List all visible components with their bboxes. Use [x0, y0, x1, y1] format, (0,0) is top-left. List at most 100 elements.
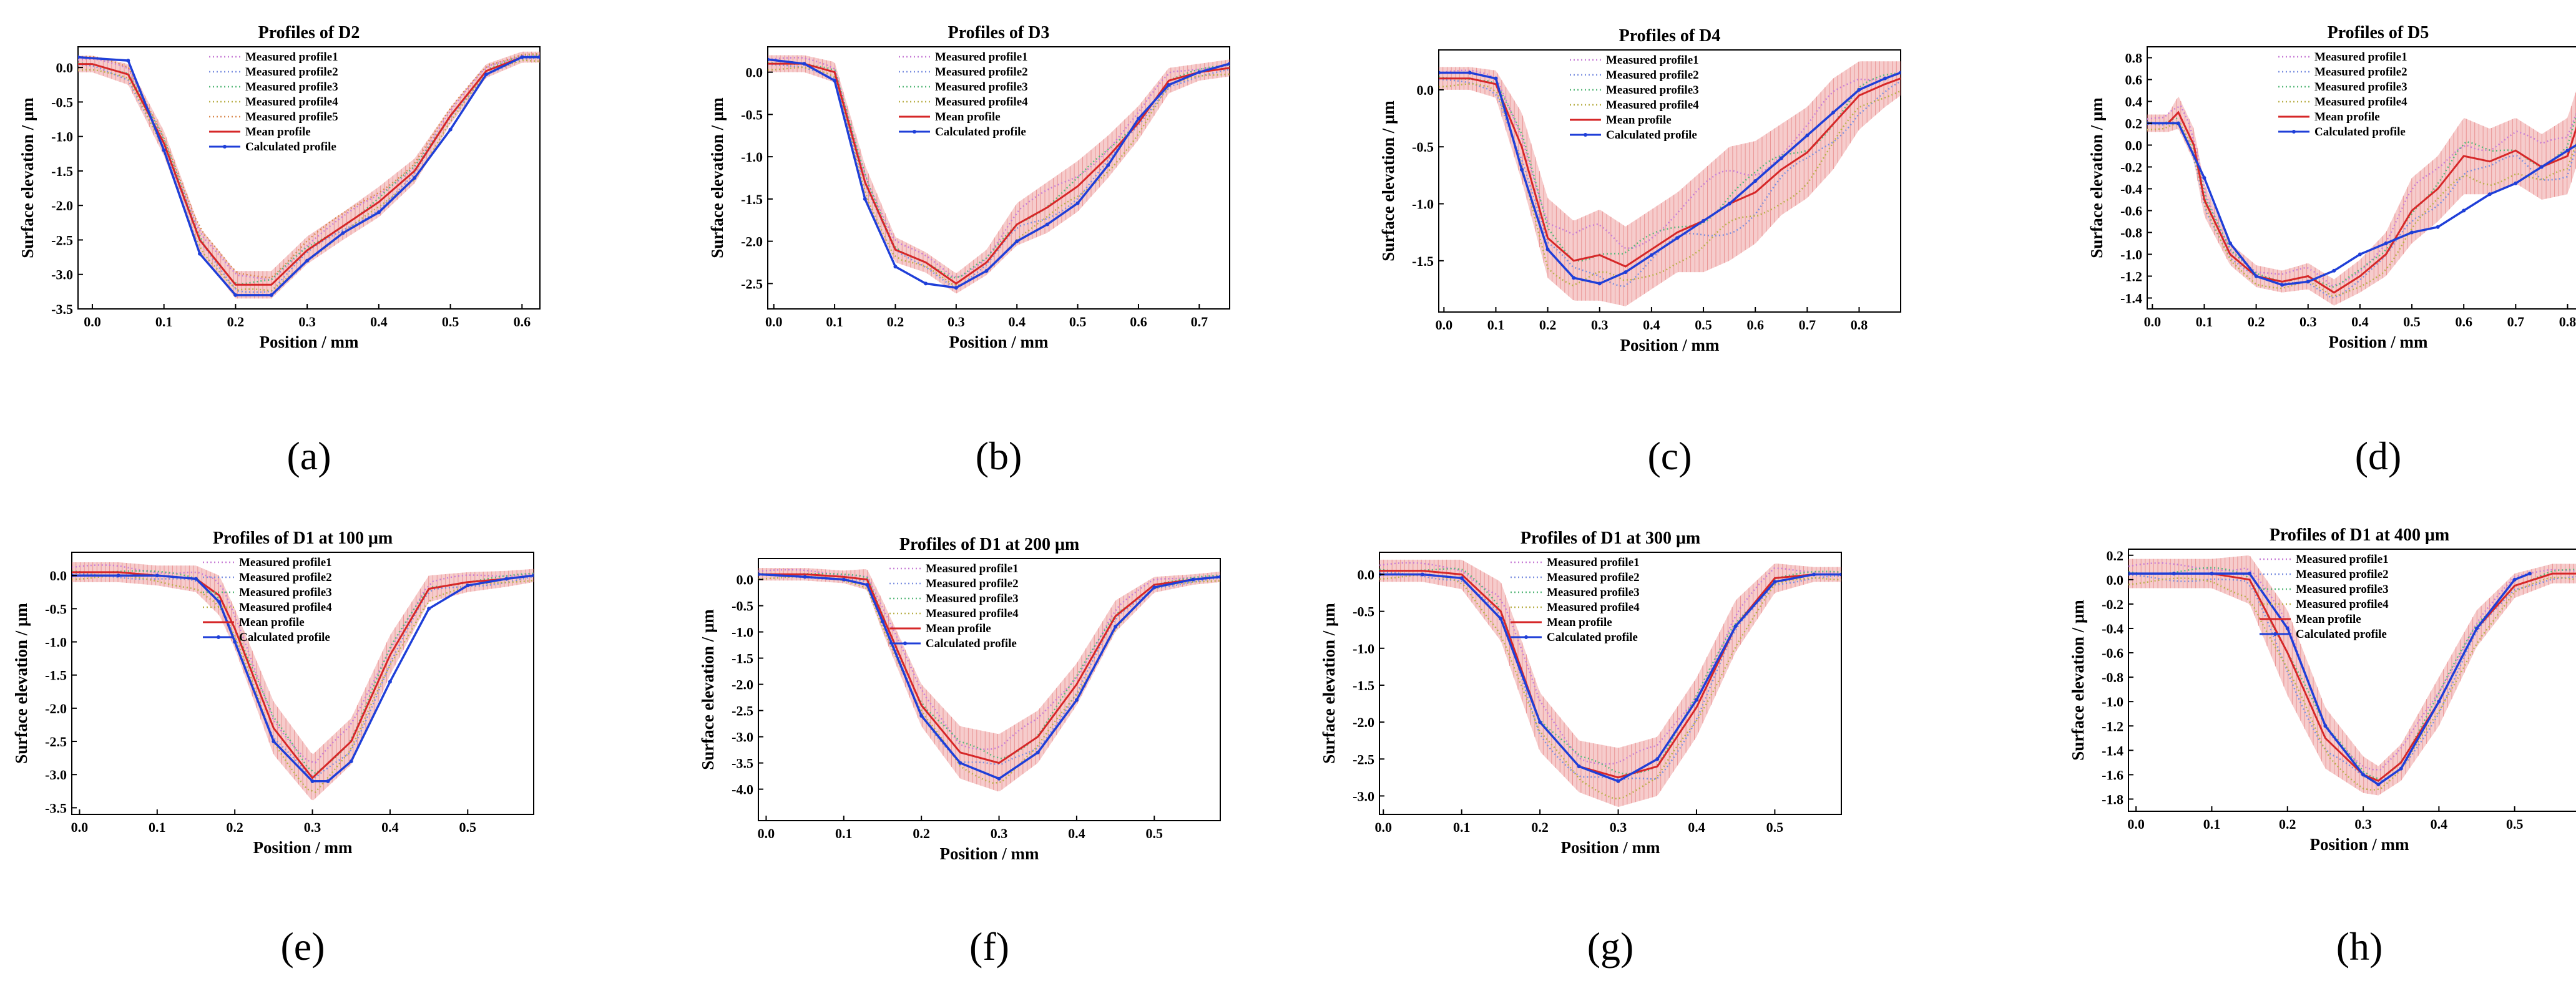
mean-profile-line [758, 573, 1220, 764]
measured-profile-2-line [1439, 79, 1901, 288]
calculated-profile-point [2539, 165, 2544, 169]
y-tick-label: -3.0 [1353, 788, 1374, 804]
calculated-profile-point [2254, 274, 2258, 278]
calculated-profile-point [1839, 572, 1841, 577]
y-tick-label: -3.0 [51, 267, 73, 283]
x-tick-label: 0.1 [155, 314, 173, 330]
plot-frame [71, 552, 534, 815]
y-tick-label: -1.0 [45, 635, 67, 650]
calculated-profile-point [1733, 624, 1738, 628]
calculated-profile-point [413, 176, 417, 180]
calculated-profile-point [2285, 626, 2290, 630]
calculated-profile-point [880, 619, 884, 623]
measured-profile-1-line [2147, 104, 2576, 286]
calculated-profile-point [2475, 626, 2479, 630]
legend: Measured profile1 Measured profile2 Measur… [2260, 553, 2389, 641]
x-axis-label: Position / mm [260, 333, 360, 351]
calculated-profile-point [2436, 225, 2440, 229]
x-tick-label: 0.3 [1591, 317, 1609, 333]
legend-label: Measured profile1 [239, 556, 332, 569]
legend-swatch-calculated-marker [2292, 130, 2296, 134]
calculated-profile-point [865, 583, 869, 587]
calculated-profile-point [1545, 247, 1550, 251]
calculated-profile-point [1572, 276, 1576, 280]
x-tick-label: 0.4 [370, 314, 388, 330]
panel-label: (b) [976, 434, 1022, 478]
calculated-profile-point [162, 148, 166, 152]
x-tick-label: 0.5 [1069, 314, 1087, 330]
calculated-profile-point [1218, 575, 1220, 579]
x-axis-label: Position / mm [2329, 333, 2429, 351]
chart-title: Profiles of D1 at 400 μm [2270, 525, 2449, 545]
calculated-profile-point [1136, 117, 1140, 121]
plot-area [768, 55, 1230, 294]
x-tick-label: 0.4 [1688, 819, 1705, 835]
mean-profile-line [1439, 77, 1901, 268]
x-tick-label: 0.4 [2431, 816, 2448, 832]
x-tick-label: 0.0 [758, 826, 775, 841]
y-tick-label: -2.0 [741, 234, 763, 250]
x-tick-label: 0.1 [835, 826, 853, 841]
calculated-profile-point [1499, 617, 1503, 621]
calculated-profile-point [2323, 724, 2328, 728]
calculated-profile-point [2280, 283, 2285, 287]
x-tick-label: 0.3 [304, 819, 321, 835]
y-tick-label: -3.5 [45, 800, 67, 816]
calculated-profile-point [924, 281, 928, 286]
x-tick-label: 0.1 [1487, 317, 1505, 333]
y-tick-label: -1.0 [1353, 641, 1374, 657]
panel-label: (d) [2355, 434, 2402, 478]
calculated-profile-point [919, 714, 924, 718]
calculated-profile-point [1538, 720, 1542, 725]
calculated-profile-point [1015, 239, 1019, 243]
y-tick-label: -0.5 [45, 601, 67, 617]
chart-title: Profiles of D2 [258, 23, 360, 42]
calculated-profile-point [376, 210, 381, 215]
panel-label: (e) [280, 924, 325, 969]
plot-area [2147, 91, 2576, 306]
calculated-profile-point [1467, 71, 1472, 75]
y-tick-label: -2.0 [51, 198, 73, 213]
x-tick-label: 0.4 [381, 819, 399, 835]
x-axis-label: Position / mm [253, 838, 353, 857]
variation-band [72, 562, 534, 801]
legend-label: Measured profile4 [245, 95, 338, 109]
calculated-profile-point [893, 265, 898, 269]
legend-label: Measured profile3 [1606, 84, 1699, 97]
calculated-profile-point [269, 293, 273, 297]
y-tick-label: -3.0 [732, 730, 753, 745]
x-tick-label: 0.1 [1453, 819, 1471, 835]
calculated-profile-point [1655, 757, 1660, 761]
y-tick-label: -2.0 [1353, 715, 1374, 730]
calculated-profile-point [1773, 580, 1777, 584]
x-tick-label: 0.8 [2559, 314, 2576, 330]
y-tick-label: 0.4 [2125, 94, 2143, 110]
x-tick-label: 0.8 [1851, 317, 1868, 333]
calculated-profile-point [1494, 76, 1498, 81]
y-tick-label: -0.5 [1412, 139, 1434, 155]
calculated-profile-point [863, 197, 867, 201]
variation-band [758, 568, 1220, 792]
plot-area [758, 568, 1220, 792]
y-tick-label: 0.8 [2125, 51, 2143, 66]
y-tick-label: -0.5 [741, 107, 763, 122]
x-tick-label: 0.0 [84, 314, 101, 330]
legend-label: Calculated profile [926, 637, 1017, 650]
legend-label: Measured profile3 [2296, 583, 2389, 596]
legend-label: Calculated profile [1547, 631, 1638, 644]
x-tick-label: 0.1 [149, 819, 166, 835]
y-tick-label: -1.5 [45, 668, 67, 683]
legend-label: Measured profile3 [1547, 586, 1640, 599]
x-tick-label: 0.5 [2506, 816, 2524, 832]
legend: Measured profile1 Measured profile2 Measur… [209, 51, 338, 154]
calculated-profile-point [984, 269, 989, 273]
x-tick-label: 0.4 [1643, 317, 1660, 333]
plot-area [1439, 61, 1901, 306]
y-tick-label: 0.0 [1358, 567, 1375, 582]
y-tick-label: -1.2 [2102, 718, 2123, 734]
calculated-profile-point [954, 286, 958, 290]
x-tick-label: 0.6 [514, 314, 531, 330]
legend-swatch-calculated-marker [223, 145, 227, 149]
plot-area [78, 51, 540, 299]
calculated-profile-point [2248, 572, 2252, 576]
